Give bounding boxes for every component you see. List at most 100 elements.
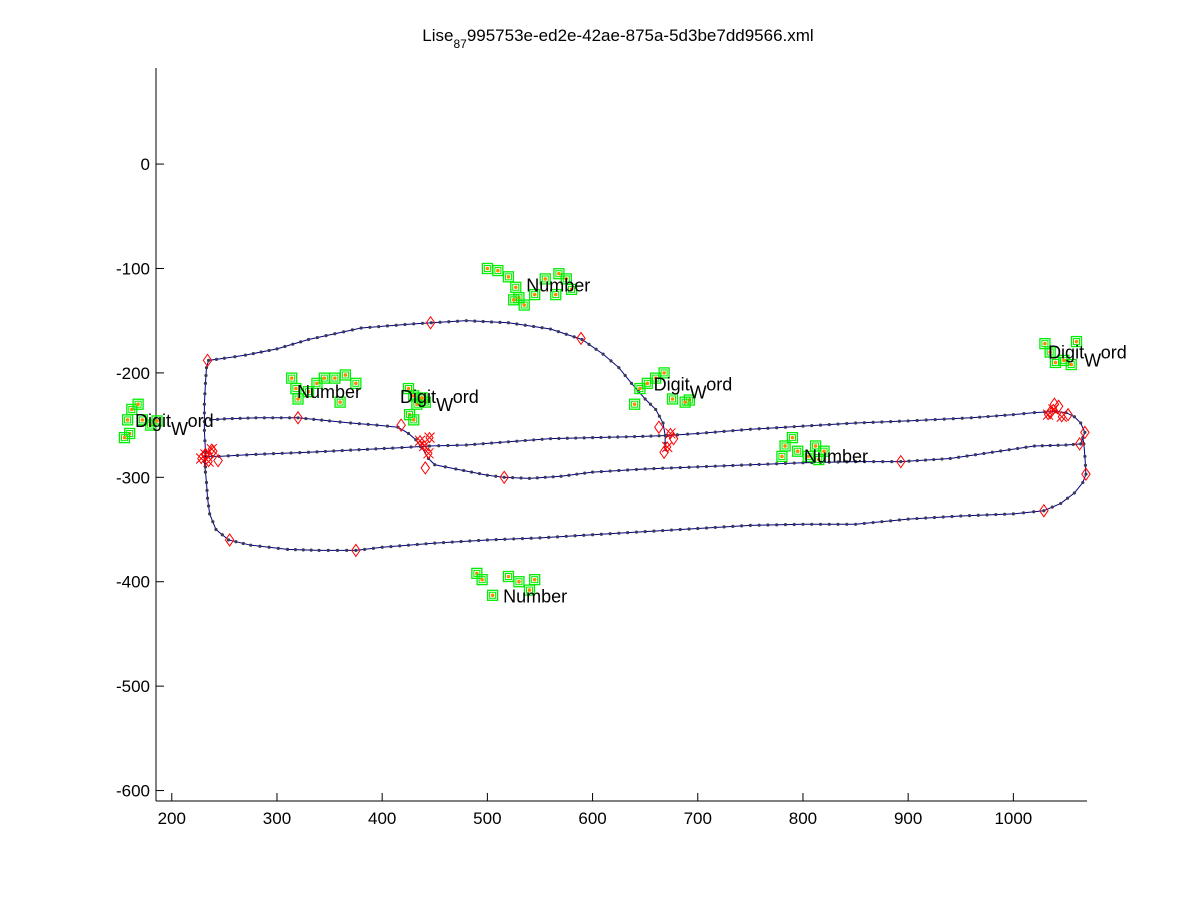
trace-point: [740, 463, 744, 467]
trace-point: [649, 434, 653, 438]
trace-point: [506, 440, 511, 444]
stroke-center-dot: [557, 271, 561, 276]
chart-title-main: Lise: [422, 26, 453, 45]
trace-point: [915, 459, 919, 463]
trace-point: [818, 423, 823, 427]
trace-point: [1003, 413, 1007, 417]
trace-point: [880, 420, 884, 424]
trace-point: [437, 444, 441, 448]
trace-point: [845, 522, 849, 526]
trace-point: [871, 420, 875, 424]
stroke-box-inner: [494, 267, 502, 275]
trace-point: [924, 516, 928, 520]
trace-point: [333, 332, 337, 336]
trace-point: [415, 542, 419, 547]
stroke-center-dot: [569, 287, 574, 292]
trace-point: [1032, 444, 1037, 448]
trace-point: [982, 451, 986, 456]
stroke-box-marker: [492, 264, 504, 277]
trace-point: [1064, 443, 1068, 447]
stroke-box-inner: [1067, 361, 1075, 369]
trace-point: [1084, 472, 1088, 476]
trace-point: [1059, 501, 1063, 506]
trace-point: [608, 469, 612, 473]
trace-point: [757, 462, 761, 467]
trace-point: [643, 467, 647, 471]
trace-point: [515, 439, 519, 443]
stroke-box-marker: [486, 589, 499, 601]
stroke-center-dot: [816, 457, 821, 462]
trace-point: [564, 534, 568, 538]
trace-point: [409, 445, 413, 449]
trace-point: [1083, 463, 1088, 467]
trace-point: [555, 535, 560, 539]
trace-point: [580, 337, 584, 342]
trace-point: [960, 416, 964, 420]
trace-point: [748, 523, 752, 527]
trace-point: [543, 475, 547, 479]
stroke-box-marker: [628, 398, 641, 410]
trace-point: [520, 536, 525, 541]
trace-point: [251, 351, 255, 356]
stroke-box-inner: [669, 395, 677, 403]
trace-point: [494, 474, 498, 478]
trace-point: [973, 453, 978, 457]
trace-point: [950, 514, 954, 519]
stroke-center-dot: [122, 435, 127, 440]
trace-point: [634, 530, 639, 534]
stroke-center-dot: [670, 397, 675, 401]
trace-point: [923, 458, 928, 462]
trace-point: [713, 464, 717, 468]
trace-point: [871, 520, 875, 525]
stroke-center-dot: [780, 454, 784, 459]
trace-point: [740, 428, 744, 432]
trace-point: [976, 513, 980, 517]
trace-point: [801, 424, 805, 428]
trace-point: [1015, 446, 1020, 451]
stroke-box-inner: [153, 417, 161, 425]
stroke-box-inner: [294, 395, 302, 403]
trace-point: [932, 457, 936, 462]
trace-point: [473, 319, 477, 323]
trace-point: [1072, 491, 1076, 495]
trace-point: [669, 528, 674, 532]
trace-point: [271, 452, 276, 456]
x-tick-label: 200: [158, 809, 186, 828]
trace-point: [338, 420, 342, 424]
stroke-box-marker: [1070, 335, 1083, 348]
trace-point: [582, 436, 586, 440]
trace-point: [740, 524, 744, 528]
turn-cluster-cross: [661, 441, 673, 453]
trace-point: [810, 522, 814, 526]
trace-point: [420, 321, 425, 325]
trace-point: [704, 431, 709, 435]
stroke-box-inner: [1072, 338, 1080, 346]
trace-point: [464, 319, 468, 323]
trace-point: [567, 473, 571, 477]
trace-point: [661, 466, 665, 470]
trace-point: [446, 443, 450, 448]
trace-point: [564, 332, 568, 336]
stroke-box-marker: [118, 431, 131, 444]
trace-point: [1024, 445, 1028, 449]
stroke-center-dot: [1074, 339, 1079, 344]
trace-point: [757, 427, 761, 431]
trace-point: [323, 449, 327, 454]
trace-point: [836, 522, 840, 526]
trace-point: [374, 447, 378, 451]
stroke-center-dot: [564, 277, 569, 281]
stroke-box-marker: [1065, 358, 1077, 371]
trace-point: [285, 547, 290, 551]
trace-point: [429, 321, 433, 325]
trace-point: [296, 416, 300, 420]
trace-point: [254, 416, 258, 420]
trace-point: [498, 320, 502, 324]
stroke-box-inner: [504, 573, 512, 581]
trace-point: [775, 523, 779, 527]
turn-marker: [202, 353, 213, 368]
trace-point: [206, 358, 211, 362]
turn-marker: [224, 533, 235, 547]
trace-point: [262, 416, 266, 420]
stroke-box-inner: [418, 394, 426, 402]
trace-point: [211, 520, 215, 524]
